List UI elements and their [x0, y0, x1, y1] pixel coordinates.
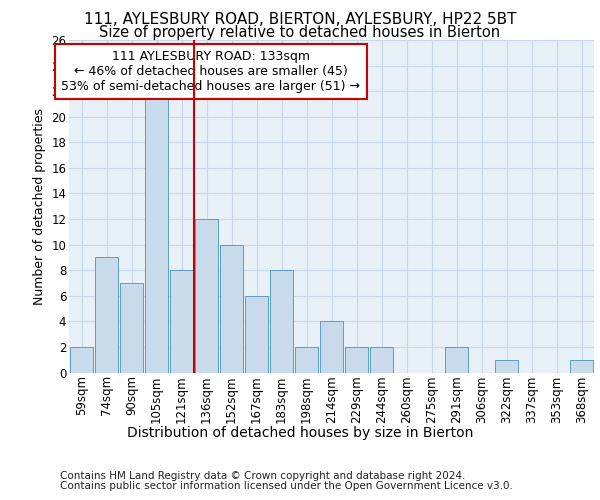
Text: Size of property relative to detached houses in Bierton: Size of property relative to detached ho…: [100, 25, 500, 40]
Text: 111 AYLESBURY ROAD: 133sqm
← 46% of detached houses are smaller (45)
53% of semi: 111 AYLESBURY ROAD: 133sqm ← 46% of deta…: [61, 50, 360, 93]
Bar: [195, 219, 218, 372]
Text: 111, AYLESBURY ROAD, BIERTON, AYLESBURY, HP22 5BT: 111, AYLESBURY ROAD, BIERTON, AYLESBURY,…: [84, 12, 516, 28]
Bar: [120, 283, 143, 372]
Bar: [220, 244, 243, 372]
Bar: [145, 91, 168, 372]
Bar: [320, 322, 343, 372]
Bar: [170, 270, 193, 372]
Bar: [495, 360, 518, 372]
Text: Contains public sector information licensed under the Open Government Licence v3: Contains public sector information licen…: [60, 481, 513, 491]
Bar: [295, 347, 318, 372]
Text: Contains HM Land Registry data © Crown copyright and database right 2024.: Contains HM Land Registry data © Crown c…: [60, 471, 466, 481]
Y-axis label: Number of detached properties: Number of detached properties: [32, 108, 46, 304]
Bar: [370, 347, 393, 372]
Bar: [245, 296, 268, 372]
Bar: [95, 258, 118, 372]
Bar: [270, 270, 293, 372]
Bar: [445, 347, 468, 372]
Text: Distribution of detached houses by size in Bierton: Distribution of detached houses by size …: [127, 426, 473, 440]
Bar: [70, 347, 93, 372]
Bar: [345, 347, 368, 372]
Bar: [570, 360, 593, 372]
